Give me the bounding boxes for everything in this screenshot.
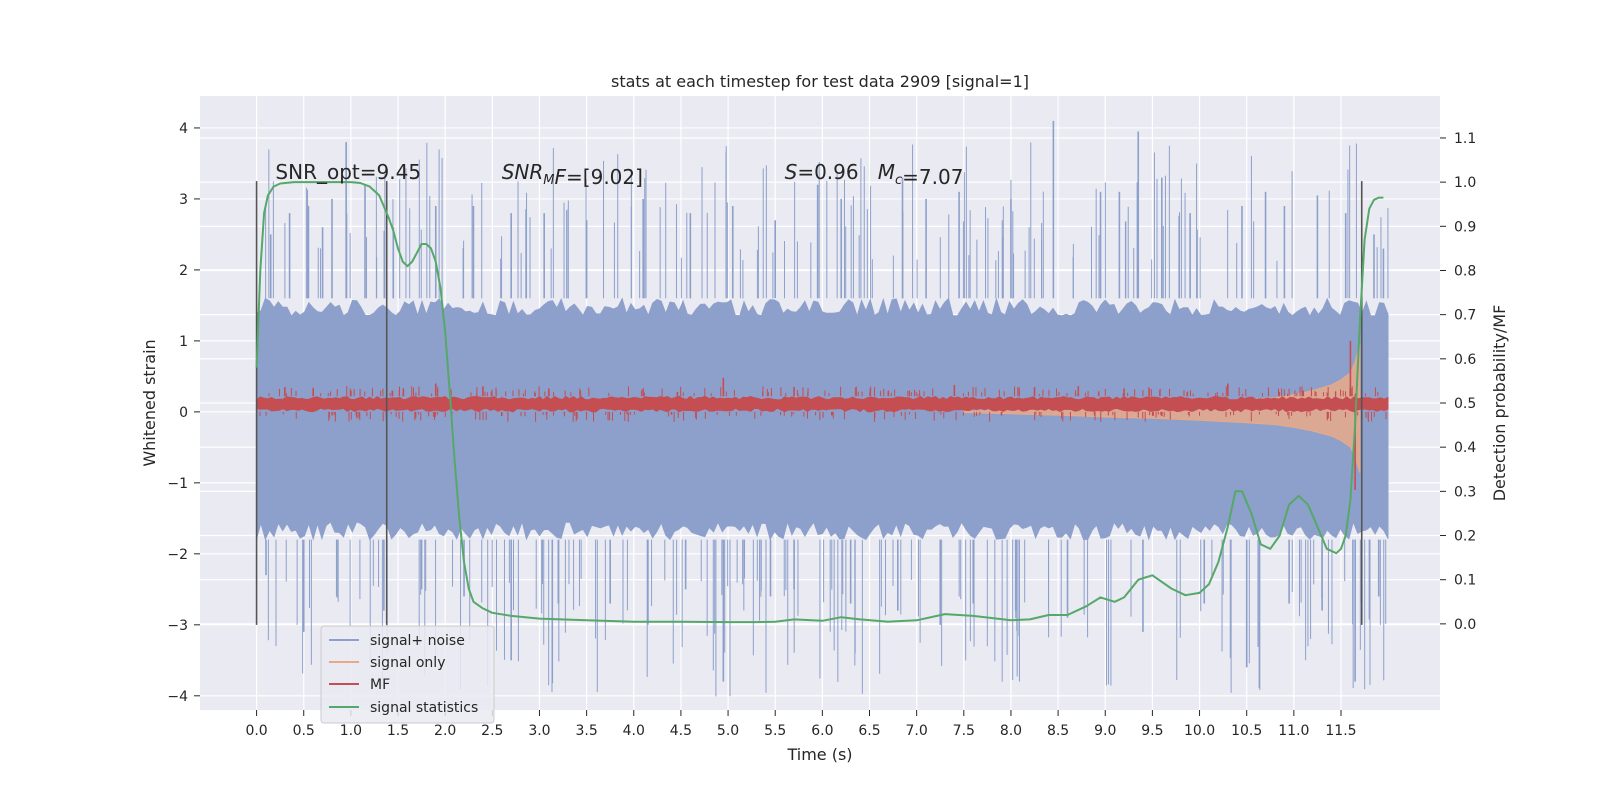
x-tick-label: 10.5 <box>1231 723 1262 739</box>
y-right-tick-label: 0.7 <box>1454 308 1476 324</box>
x-tick-label: 9.0 <box>1094 723 1116 739</box>
x-tick-label: 0.5 <box>293 723 315 739</box>
series-signal-noise <box>256 120 1389 697</box>
band-body <box>256 395 1389 413</box>
y-tick-label: −1 <box>167 476 188 492</box>
x-tick-label: 8.5 <box>1047 723 1069 739</box>
x-tick-label: 4.0 <box>623 723 645 739</box>
series-mf <box>256 340 1389 490</box>
x-tick-label: 3.0 <box>528 723 550 739</box>
x-tick-label: 2.5 <box>481 723 503 739</box>
axes: 0.0 0.5 1.0 1.5 2.0 2.5 3.0 3.5 4.0 4.5 5.0 5.5 6.0 6… <box>167 121 1476 739</box>
y-tick-label: −3 <box>167 618 188 634</box>
signal-statistics-line <box>255 181 1384 624</box>
y-tick-label: −4 <box>167 689 188 705</box>
y-right-tick-label: 1.1 <box>1454 131 1476 147</box>
y-right-tick-label: 0.1 <box>1454 573 1476 589</box>
y-tick-label: 3 <box>179 192 188 208</box>
chart-title: stats at each timestep for test data 290… <box>611 72 1029 91</box>
x-tick-label: 2.0 <box>434 723 456 739</box>
x-tick-label: 5.0 <box>717 723 739 739</box>
y-right-tick-label: 0.9 <box>1454 219 1476 235</box>
y-right-tick-label: 0.8 <box>1454 263 1476 279</box>
y-axis-right-label: Detection probability/MF <box>1490 305 1509 502</box>
legend: signal+ noise signal only MF signal stat… <box>320 625 495 724</box>
legend-label-mf: MF <box>370 677 390 693</box>
legend-label-signal-only: signal only <box>370 655 445 671</box>
x-tick-label: 6.5 <box>858 723 880 739</box>
y-right-tick-label: 1.0 <box>1454 175 1476 191</box>
annotation-text: S=0.96 Mc=7.07 <box>785 160 964 189</box>
x-tick-label: 8.0 <box>1000 723 1022 739</box>
x-tick-label: 9.5 <box>1141 723 1163 739</box>
x-tick-label: 7.0 <box>906 723 928 739</box>
annotations: SNR_opt=9.45 SNRMF=[9.02] S=0.96 Mc=7.07 <box>275 160 963 189</box>
x-tick-label: 4.5 <box>670 723 692 739</box>
y-right-tick-label: 0.2 <box>1454 529 1476 545</box>
y-right-tick-label: 0.4 <box>1454 440 1476 456</box>
legend-label-signal-noise: signal+ noise <box>370 633 465 649</box>
x-tick-label: 1.5 <box>387 723 409 739</box>
x-tick-label: 10.0 <box>1184 723 1215 739</box>
annotation-text: SNRMF=[9.02] <box>502 160 643 189</box>
y-right-tick-label: 0.6 <box>1454 352 1476 368</box>
y-right-tick-label: 0.0 <box>1454 617 1476 633</box>
annotation-text: SNR_opt=9.45 <box>275 160 421 184</box>
x-tick-label: 11.5 <box>1325 723 1356 739</box>
legend-box <box>320 625 495 724</box>
y-tick-label: 4 <box>179 121 188 137</box>
legend-label-signal-statistics: signal statistics <box>370 700 478 716</box>
series-signal-statistics <box>255 181 1384 624</box>
y-right-tick-label: 0.5 <box>1454 396 1476 412</box>
y-axis-label: Whitened strain <box>140 339 159 466</box>
y-tick-label: 2 <box>179 263 188 279</box>
vertical-markers <box>255 181 1363 625</box>
y-tick-label: 0 <box>179 405 188 421</box>
band-body <box>256 297 1389 541</box>
x-tick-label: 6.0 <box>811 723 833 739</box>
x-tick-label: 1.0 <box>340 723 362 739</box>
y-tick-label: 1 <box>179 334 188 350</box>
x-tick-label: 11.0 <box>1278 723 1309 739</box>
y-right-tick-label: 0.3 <box>1454 484 1476 500</box>
x-tick-label: 0.0 <box>245 723 267 739</box>
y-tick-label: −2 <box>167 547 188 563</box>
x-tick-label: 7.5 <box>953 723 975 739</box>
x-tick-label: 3.5 <box>575 723 597 739</box>
x-tick-label: 5.5 <box>764 723 786 739</box>
x-axis-label: Time (s) <box>786 745 852 764</box>
